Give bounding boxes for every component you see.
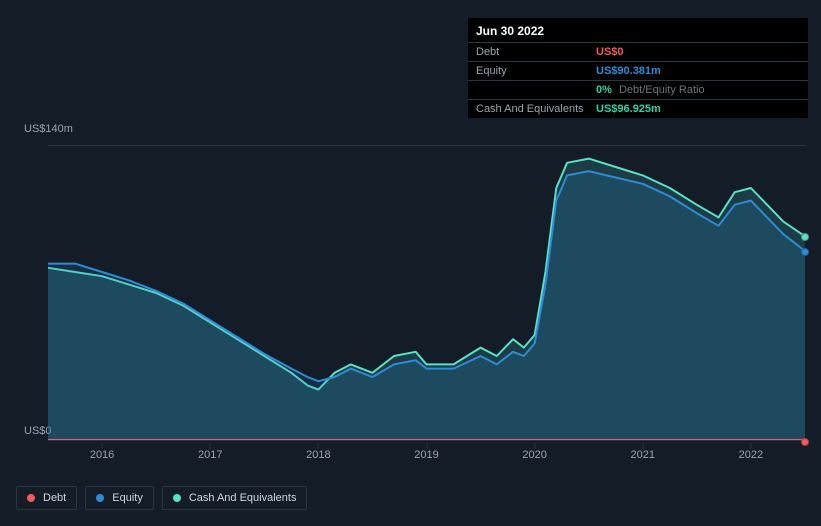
legend-item[interactable]: Cash And Equivalents [162, 486, 308, 510]
series-end-marker [801, 233, 809, 241]
tooltip-row-value: US$0 [596, 46, 624, 58]
chart-area: US$140m US$0 201620172018201920202021202… [16, 125, 805, 465]
x-tick-label: 2018 [306, 449, 330, 461]
legend: Debt Equity Cash And Equivalents [16, 486, 307, 510]
legend-item[interactable]: Equity [85, 486, 154, 510]
x-tick-label: 2020 [522, 449, 546, 461]
legend-label: Cash And Equivalents [189, 492, 297, 504]
tooltip-row-label [476, 84, 596, 96]
tooltip-date: Jun 30 2022 [468, 18, 808, 42]
plot-region[interactable] [48, 145, 805, 441]
tooltip-row: EquityUS$90.381m [468, 61, 808, 80]
series-end-marker [801, 248, 809, 256]
legend-label: Equity [112, 492, 143, 504]
legend-item[interactable]: Debt [16, 486, 77, 510]
series-area [48, 171, 805, 440]
tooltip-row-value: US$90.381m [596, 65, 661, 77]
tooltip-row: 0% Debt/Equity Ratio [468, 80, 808, 99]
tooltip-row-suffix: Debt/Equity Ratio [616, 84, 705, 96]
tooltip-row-value: US$96.925m [596, 103, 661, 115]
x-tick-label: 2016 [90, 449, 114, 461]
x-axis: 2016 2017 2018 2019 2020 2021 2022 [48, 443, 805, 465]
legend-label: Debt [43, 492, 66, 504]
x-tick-label: 2021 [631, 449, 655, 461]
tooltip-row-value: 0% Debt/Equity Ratio [596, 84, 705, 96]
tooltip-row: Cash And EquivalentsUS$96.925m [468, 99, 808, 118]
data-tooltip: Jun 30 2022 DebtUS$0EquityUS$90.381m0% D… [468, 18, 808, 118]
tooltip-row-label: Equity [476, 65, 596, 77]
x-tick-label: 2019 [414, 449, 438, 461]
tooltip-row-label: Debt [476, 46, 596, 58]
y-axis-max-label: US$140m [24, 123, 73, 135]
legend-dot-icon [27, 494, 35, 502]
tooltip-row-label: Cash And Equivalents [476, 103, 596, 115]
x-tick-label: 2022 [739, 449, 763, 461]
legend-dot-icon [173, 494, 181, 502]
x-tick-label: 2017 [198, 449, 222, 461]
legend-dot-icon [96, 494, 104, 502]
tooltip-row: DebtUS$0 [468, 42, 808, 61]
